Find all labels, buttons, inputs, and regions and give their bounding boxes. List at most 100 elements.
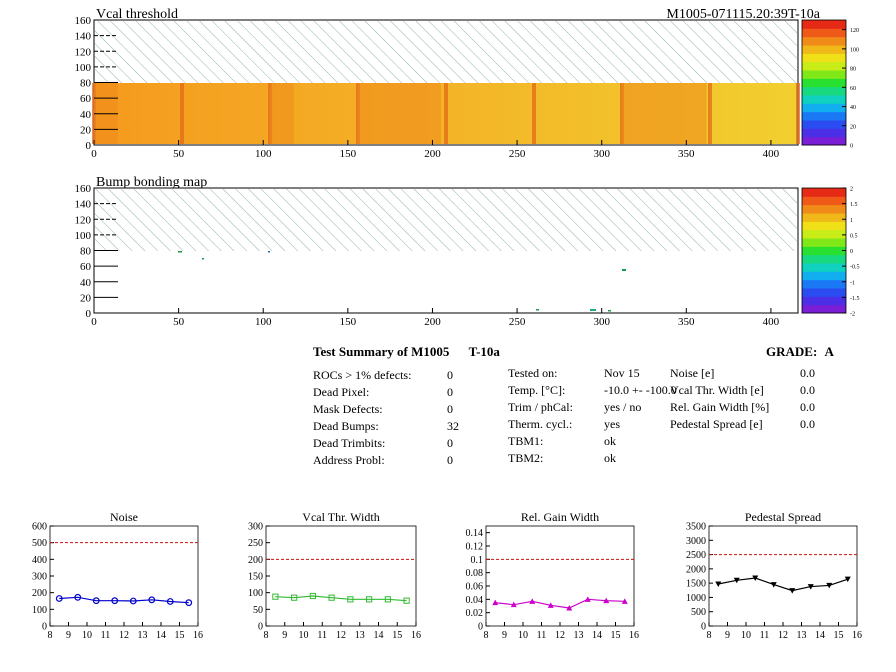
summary-row: Tested on: Nov 15 bbox=[508, 365, 644, 382]
data-point bbox=[309, 592, 316, 600]
data-point bbox=[148, 596, 156, 604]
test-summary: Test Summary of M1005 T-10a GRADE: A ROC… bbox=[0, 340, 896, 480]
x-tick-label: 16 bbox=[629, 630, 639, 641]
palette-bin bbox=[802, 128, 846, 138]
summary-row: Pedestal Spread [e] 0.0 bbox=[670, 416, 840, 433]
x-tick-label: 15 bbox=[834, 630, 844, 641]
summary-label: Rel. Gain Width [%] bbox=[670, 400, 770, 414]
y-tick-label: 0 bbox=[86, 140, 92, 152]
summary-label: ROCs > 1% defects: bbox=[313, 368, 412, 382]
y-tick-label: 60 bbox=[80, 93, 92, 105]
roc-boundary-column bbox=[444, 83, 448, 144]
summary-row: Vcal Thr. Width [e] 0.0 bbox=[670, 382, 840, 399]
palette-bin bbox=[802, 86, 846, 96]
x-tick-label: 10 bbox=[299, 630, 309, 641]
y-tick-label: 100 bbox=[75, 62, 92, 74]
y-tick-label: 20 bbox=[80, 292, 92, 304]
summary-value: yes bbox=[604, 417, 620, 431]
palette-tick-label: 100 bbox=[850, 47, 859, 53]
roc-block bbox=[270, 83, 294, 144]
x-tick-label: 250 bbox=[509, 148, 526, 160]
summary-chart: Noise 8 9 10 11 12 13 14 15 16 0 100 200 300 400 500 600 bbox=[32, 510, 203, 641]
roc-boundary-column bbox=[708, 83, 712, 144]
palette-tick-label: 0.5 bbox=[850, 233, 858, 239]
roc-boundary-column bbox=[532, 83, 536, 144]
summary-label: TBM2: bbox=[508, 451, 544, 465]
x-tick-label: 14 bbox=[592, 630, 602, 641]
palette-tick-label: 1 bbox=[850, 218, 853, 224]
y-tick-label: 0.04 bbox=[466, 595, 484, 606]
data-point bbox=[366, 596, 373, 603]
x-tick-label: 15 bbox=[175, 630, 185, 641]
x-tick-label: 9 bbox=[282, 630, 287, 641]
y-tick-label: 0 bbox=[701, 622, 706, 633]
data-point bbox=[770, 582, 777, 588]
palette-tick-label: -0.5 bbox=[850, 265, 860, 271]
roc-boundary-column bbox=[180, 83, 184, 144]
palette-bin bbox=[802, 221, 846, 231]
data-point bbox=[492, 599, 499, 606]
palette-tick-label: 60 bbox=[850, 86, 856, 92]
x-tick-label: 13 bbox=[138, 630, 148, 641]
y-tick-label: 300 bbox=[248, 522, 263, 533]
y-tick-label: 3000 bbox=[686, 536, 706, 547]
x-tick-label: 400 bbox=[763, 148, 780, 160]
y-tick-label: 250 bbox=[248, 538, 263, 549]
palette-bin bbox=[802, 213, 846, 222]
x-tick-label: 16 bbox=[193, 630, 203, 641]
x-tick-label: 10 bbox=[741, 630, 751, 641]
data-point bbox=[129, 597, 137, 605]
summary-row: TBM2: ok bbox=[508, 450, 644, 467]
x-tick-label: 100 bbox=[255, 316, 272, 328]
x-tick-label: 0 bbox=[91, 148, 97, 160]
x-tick-label: 11 bbox=[537, 630, 547, 641]
series-line bbox=[495, 598, 625, 609]
vcal-threshold-map: Vcal threshold M1005-071115.20:39T-10a 0… bbox=[75, 7, 860, 160]
x-tick-label: 14 bbox=[156, 630, 166, 641]
palette-tick-label: 80 bbox=[850, 67, 856, 73]
x-tick-label: 50 bbox=[173, 316, 185, 328]
palette-tick-label: 0 bbox=[850, 249, 853, 255]
chart-title: Noise bbox=[110, 510, 138, 524]
palette-bin bbox=[802, 78, 846, 88]
palette-tick-label: 20 bbox=[850, 124, 856, 130]
data-point bbox=[547, 602, 554, 608]
chart-title: Rel. Gain Width bbox=[521, 510, 599, 524]
palette-bin bbox=[802, 103, 846, 113]
summary-value: Nov 15 bbox=[604, 366, 640, 380]
palette-bin bbox=[802, 28, 846, 38]
data-point bbox=[603, 597, 610, 604]
vcal-threshold-panel: Vcal threshold M1005-071115.20:39T-10a 0… bbox=[0, 0, 896, 165]
palette-bin bbox=[802, 229, 846, 239]
grade-value: A bbox=[824, 344, 834, 359]
y-tick-label: 1000 bbox=[686, 593, 706, 604]
palette-tick-label: 2 bbox=[850, 187, 853, 193]
data-point bbox=[185, 599, 193, 607]
data-point bbox=[529, 598, 536, 604]
palette-bin bbox=[802, 111, 846, 121]
summary-value: 0.0 bbox=[800, 400, 815, 414]
y-tick-label: 60 bbox=[80, 261, 92, 273]
y-tick-label: 40 bbox=[80, 109, 92, 121]
y-tick-label: 100 bbox=[32, 605, 47, 616]
summary-value: 0.0 bbox=[800, 417, 815, 431]
data-point bbox=[789, 588, 796, 594]
summary-row: Rel. Gain Width [%] 0.0 bbox=[670, 399, 840, 416]
palette-bin bbox=[802, 188, 846, 197]
dead-bump-marks bbox=[178, 251, 626, 312]
y-tick-label: 100 bbox=[248, 588, 263, 599]
summary-label: Dead Pixel: bbox=[313, 385, 370, 399]
y-tick-label: 0.12 bbox=[466, 542, 484, 553]
summary-label: Noise [e] bbox=[670, 366, 715, 380]
palette-tick-label: 120 bbox=[850, 28, 859, 34]
x-tick-label: 13 bbox=[574, 630, 584, 641]
x-tick-label: 10 bbox=[82, 630, 92, 641]
summary-chart: Pedestal Spread 8 9 10 11 12 13 14 15 16 0 500 1000 1… bbox=[686, 510, 862, 641]
summary-label: Address Probl: bbox=[313, 453, 385, 467]
data-point bbox=[272, 593, 279, 600]
palette-bin bbox=[802, 20, 846, 29]
summary-row: ROCs > 1% defects: 0 bbox=[313, 367, 487, 384]
palette-bin bbox=[802, 53, 846, 63]
data-point bbox=[715, 581, 722, 587]
